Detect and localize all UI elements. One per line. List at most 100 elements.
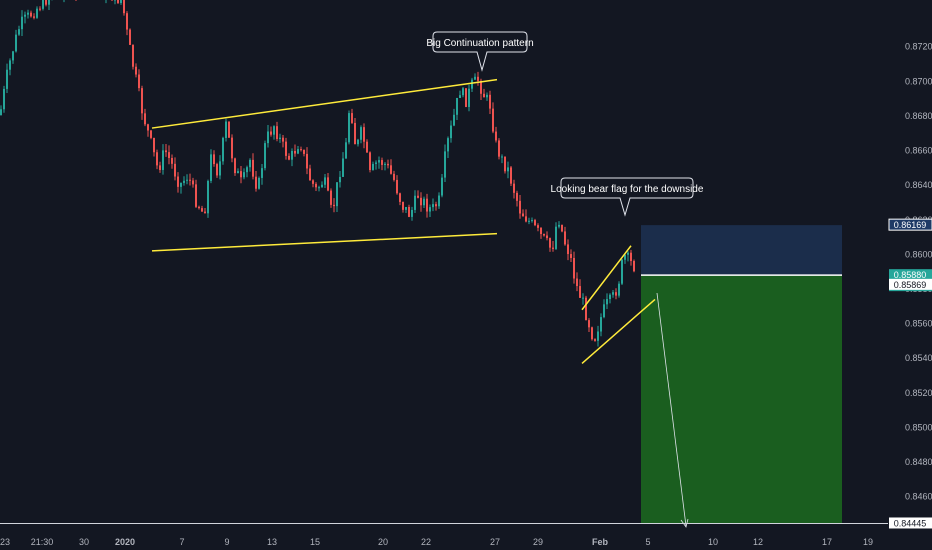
candle-body	[261, 168, 263, 178]
trendline-flag-upper[interactable]	[581, 245, 632, 311]
candle-body	[600, 317, 602, 332]
candles-layer	[0, 0, 635, 347]
candle-body	[546, 235, 548, 239]
candle-body	[519, 200, 521, 214]
candle-body	[18, 29, 20, 35]
candle-body	[438, 195, 440, 207]
candle-body	[342, 158, 344, 177]
candle-body	[381, 160, 383, 165]
trendline-channel-upper[interactable]	[151, 78, 498, 129]
candle-body	[198, 206, 200, 209]
candle-body	[228, 121, 230, 138]
x-tick-label: 29	[533, 537, 543, 547]
candle-body	[276, 126, 278, 139]
candle-body	[297, 149, 299, 154]
trendline-flag-lower[interactable]	[581, 298, 656, 364]
candle-body	[597, 331, 599, 341]
candle-body	[462, 88, 464, 96]
candle-body	[525, 216, 527, 222]
candle-body	[522, 213, 524, 217]
candle-body	[378, 160, 380, 163]
candle-body	[45, 0, 47, 5]
candle-body	[324, 177, 326, 185]
candle-body	[594, 339, 596, 341]
candle-body	[315, 183, 317, 188]
target-price-tag	[889, 517, 932, 529]
candle-body	[453, 114, 455, 126]
candle-body	[498, 140, 500, 157]
candle-body	[174, 163, 176, 177]
candle-body	[39, 8, 41, 10]
stop-price-tag-label: 0.86169	[894, 220, 927, 230]
candle-body	[570, 254, 572, 258]
candle-body	[609, 294, 611, 300]
candle-body	[153, 137, 155, 153]
candle-body	[537, 225, 539, 228]
candle-body	[405, 206, 407, 210]
x-tick-label: 19	[863, 537, 873, 547]
candle-body	[414, 195, 416, 210]
candle-body	[489, 94, 491, 109]
candle-body	[549, 238, 551, 248]
candle-body	[423, 198, 425, 206]
candle-body	[573, 257, 575, 279]
candle-body	[144, 113, 146, 125]
candle-body	[273, 126, 275, 135]
candle-body	[432, 204, 434, 208]
callout-box[interactable]	[560, 177, 694, 217]
candle-body	[168, 152, 170, 158]
candle-body	[264, 143, 266, 169]
projection-arrow-head	[680, 518, 689, 528]
candle-body	[147, 124, 149, 131]
candle-body	[486, 94, 488, 98]
candle-body	[348, 113, 350, 143]
grey-price-tag-label: 0.85869	[894, 280, 927, 290]
candle-body	[555, 226, 557, 249]
x-tick-label: 21:30	[31, 537, 54, 547]
candle-body	[165, 150, 167, 153]
candle-body	[483, 93, 485, 98]
target-price-tag-label: 0.84445	[894, 518, 927, 528]
candle-body	[393, 173, 395, 180]
callout-text: Looking bear flag for the downside	[551, 184, 704, 195]
candle-body	[129, 29, 131, 45]
candle-body	[603, 304, 605, 318]
candle-body	[534, 220, 536, 226]
candle-body	[291, 150, 293, 160]
candle-body	[630, 252, 632, 261]
candle-body	[531, 220, 533, 222]
candle-body	[399, 193, 401, 202]
candle-body	[450, 125, 452, 139]
candle-body	[612, 292, 614, 295]
x-tick-label: 9	[224, 537, 229, 547]
candle-body	[267, 131, 269, 144]
take-profit-zone[interactable]	[641, 275, 842, 524]
candle-body	[120, 0, 122, 3]
candle-body	[558, 224, 560, 227]
candle-body	[30, 12, 32, 17]
candle-body	[582, 297, 584, 299]
candle-body	[564, 231, 566, 245]
candle-body	[219, 161, 221, 176]
candle-body	[210, 154, 212, 181]
candle-body	[336, 182, 338, 207]
trendline-channel-lower[interactable]	[151, 232, 498, 252]
current-price-tag-label: 0.85880	[894, 270, 927, 280]
x-tick-label: 12	[753, 537, 763, 547]
candle-body	[243, 172, 245, 178]
x-tick-label: 15	[310, 537, 320, 547]
candle-body	[591, 327, 593, 340]
candle-body	[294, 150, 296, 154]
candle-body	[204, 211, 206, 214]
callout-box[interactable]	[432, 31, 528, 72]
stop-loss-zone[interactable]	[641, 225, 842, 276]
candle-body	[132, 44, 134, 67]
candle-body	[408, 206, 410, 217]
candle-body	[222, 137, 224, 162]
candle-body	[237, 171, 239, 174]
